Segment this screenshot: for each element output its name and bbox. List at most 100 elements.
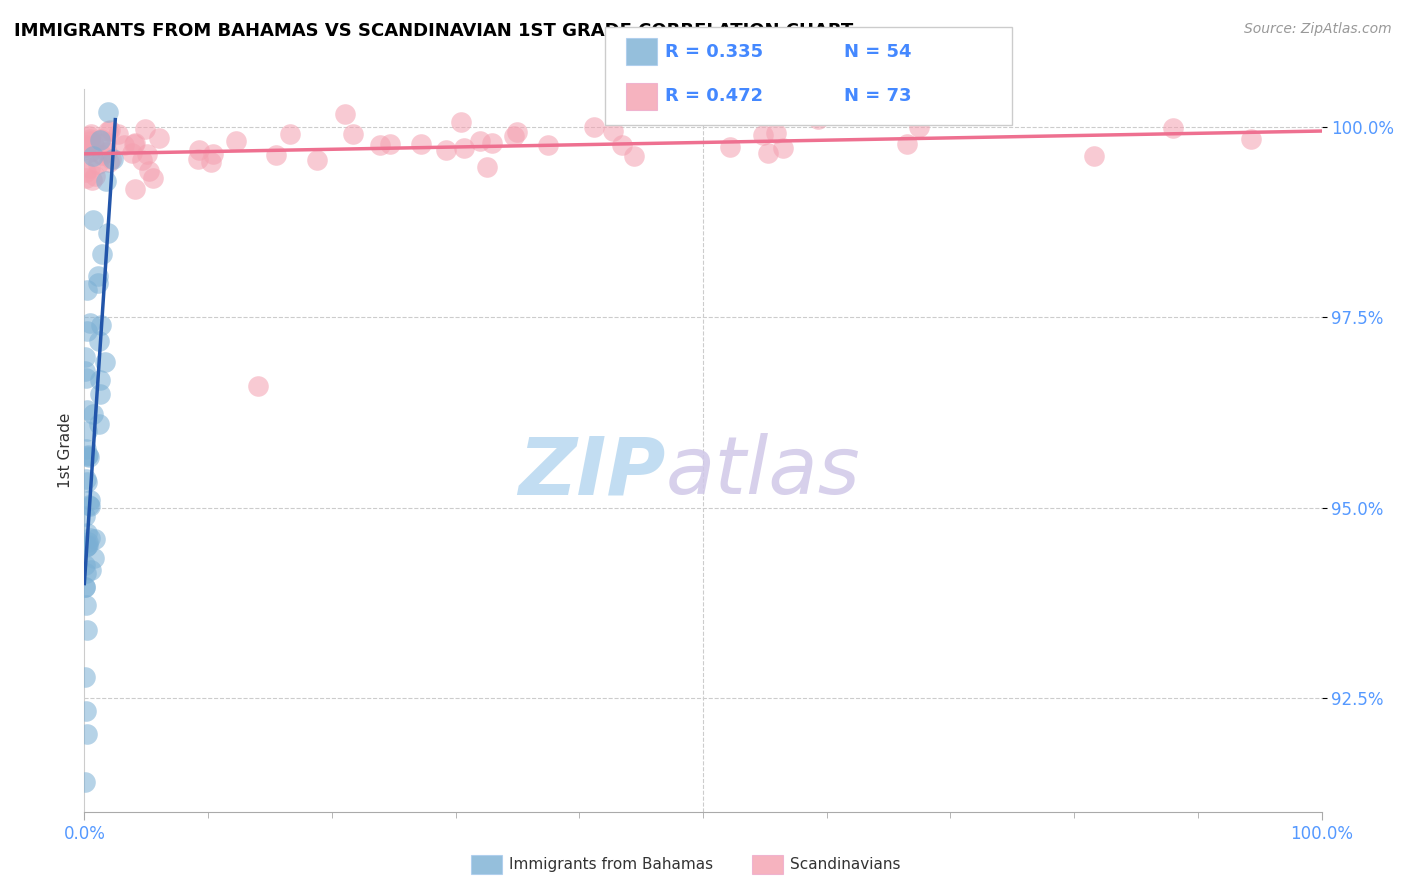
Point bbox=[75, 472, 97, 486]
Point bbox=[87, 334, 110, 348]
Point bbox=[79, 316, 101, 330]
Point bbox=[76, 283, 98, 297]
Point bbox=[468, 134, 491, 148]
Point bbox=[82, 173, 104, 187]
Point bbox=[751, 128, 773, 142]
Point bbox=[86, 277, 108, 291]
Point bbox=[75, 599, 97, 613]
Point bbox=[75, 165, 97, 179]
Point bbox=[79, 499, 101, 513]
Point bbox=[76, 538, 98, 552]
Point bbox=[90, 318, 112, 333]
Point bbox=[506, 125, 529, 139]
Point bbox=[90, 132, 112, 146]
Text: R = 0.335: R = 0.335 bbox=[665, 43, 763, 61]
Point bbox=[75, 566, 97, 580]
Point bbox=[98, 122, 121, 136]
Point bbox=[76, 324, 98, 338]
Point bbox=[475, 160, 498, 174]
Point bbox=[73, 509, 96, 524]
Point bbox=[79, 129, 101, 144]
Text: ZIP: ZIP bbox=[519, 434, 666, 511]
Point bbox=[76, 403, 98, 417]
Point bbox=[73, 670, 96, 684]
Point bbox=[1083, 149, 1105, 163]
Point bbox=[75, 442, 97, 456]
Point bbox=[76, 475, 98, 489]
Point bbox=[434, 143, 457, 157]
Point bbox=[75, 558, 97, 572]
Point bbox=[89, 387, 111, 401]
Point bbox=[368, 138, 391, 153]
Point bbox=[75, 704, 97, 718]
Point bbox=[89, 133, 111, 147]
Point bbox=[94, 174, 117, 188]
Point bbox=[148, 131, 170, 145]
Point bbox=[121, 145, 143, 160]
Point bbox=[96, 145, 118, 160]
Point bbox=[77, 498, 100, 512]
Point bbox=[75, 142, 97, 156]
Point bbox=[333, 107, 356, 121]
Point bbox=[76, 424, 98, 438]
Point bbox=[136, 146, 159, 161]
Point bbox=[772, 141, 794, 155]
Point bbox=[411, 136, 433, 151]
Point bbox=[77, 448, 100, 462]
Point bbox=[79, 161, 101, 176]
Point bbox=[124, 136, 146, 150]
Point bbox=[76, 539, 98, 553]
Text: R = 0.472: R = 0.472 bbox=[665, 87, 763, 105]
Point bbox=[134, 122, 156, 136]
Point bbox=[75, 171, 97, 186]
Text: N = 73: N = 73 bbox=[844, 87, 911, 105]
Point bbox=[124, 181, 146, 195]
Point bbox=[84, 533, 107, 547]
Point bbox=[75, 541, 97, 555]
Point bbox=[481, 136, 503, 150]
Point bbox=[97, 105, 120, 120]
Point bbox=[79, 531, 101, 545]
Point bbox=[623, 149, 645, 163]
Point bbox=[453, 141, 475, 155]
Point bbox=[101, 152, 124, 166]
Point bbox=[202, 147, 225, 161]
Point bbox=[583, 120, 606, 134]
Point bbox=[187, 143, 209, 157]
Point bbox=[765, 126, 787, 140]
Point bbox=[896, 136, 918, 151]
Point bbox=[73, 363, 96, 377]
Text: Source: ZipAtlas.com: Source: ZipAtlas.com bbox=[1244, 22, 1392, 37]
Point bbox=[756, 145, 779, 160]
Point bbox=[378, 137, 401, 152]
Point bbox=[91, 247, 114, 261]
Point bbox=[82, 149, 104, 163]
Point bbox=[131, 153, 153, 168]
Point bbox=[80, 563, 103, 577]
Point bbox=[83, 169, 105, 183]
Text: atlas: atlas bbox=[666, 434, 860, 511]
Point bbox=[89, 417, 111, 431]
Point bbox=[89, 373, 111, 387]
Point bbox=[94, 355, 117, 369]
Point bbox=[76, 525, 98, 540]
Point bbox=[79, 493, 101, 508]
Point bbox=[612, 138, 634, 153]
Point bbox=[142, 170, 165, 185]
Text: Immigrants from Bahamas: Immigrants from Bahamas bbox=[509, 857, 713, 871]
Point bbox=[87, 157, 110, 171]
Point bbox=[76, 727, 98, 741]
Point bbox=[266, 147, 288, 161]
Point bbox=[96, 135, 118, 149]
Point bbox=[718, 140, 741, 154]
Point bbox=[75, 350, 97, 364]
Point bbox=[75, 139, 97, 153]
Point bbox=[278, 127, 301, 141]
Point bbox=[79, 134, 101, 148]
Point bbox=[342, 128, 364, 142]
Point bbox=[73, 580, 96, 594]
Point bbox=[97, 124, 120, 138]
Point bbox=[807, 112, 830, 127]
Point bbox=[87, 268, 110, 283]
Point bbox=[537, 137, 560, 152]
